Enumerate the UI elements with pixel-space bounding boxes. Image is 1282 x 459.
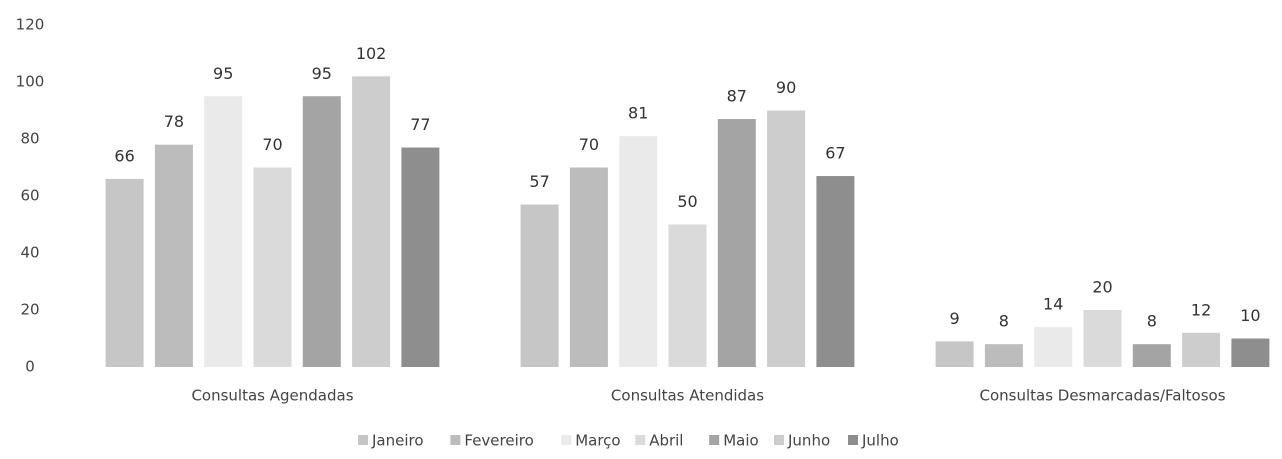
data-label: 66 <box>114 146 134 165</box>
y-tick-label: 60 <box>20 187 39 205</box>
legend-swatch <box>450 435 461 445</box>
data-label: 10 <box>1240 306 1260 325</box>
bar <box>302 96 341 367</box>
bar <box>1083 310 1122 367</box>
bar <box>1182 332 1221 367</box>
bar <box>569 167 608 367</box>
data-label: 12 <box>1191 300 1211 319</box>
bar <box>154 144 193 367</box>
x-tick-label: Consultas Desmarcadas/Faltosos <box>979 387 1225 405</box>
bar <box>352 76 391 368</box>
bar <box>1034 327 1073 367</box>
data-label: 81 <box>628 104 648 123</box>
legend-swatch <box>635 435 646 445</box>
bar <box>619 136 658 367</box>
legend-label: Fevereiro <box>464 432 533 450</box>
y-tick-label: 120 <box>16 16 45 34</box>
bar <box>984 344 1023 367</box>
legend-swatch <box>848 435 858 445</box>
bar <box>668 224 707 367</box>
data-label: 78 <box>164 112 184 131</box>
legend-swatch <box>709 435 720 445</box>
bar <box>253 167 292 367</box>
x-tick-label: Consultas Agendadas <box>191 387 353 405</box>
legend-swatch <box>561 435 572 445</box>
data-label: 14 <box>1043 295 1063 314</box>
data-label: 50 <box>677 192 697 211</box>
bar <box>717 119 756 367</box>
y-tick-label: 100 <box>16 73 45 91</box>
data-label: 20 <box>1092 278 1112 297</box>
data-label: 57 <box>529 172 549 191</box>
legend-swatch <box>358 435 368 445</box>
data-label: 95 <box>312 64 332 83</box>
x-tick-label: Consultas Atendidas <box>611 387 764 405</box>
legend-label: Abril <box>649 432 683 450</box>
data-label: 70 <box>579 135 599 154</box>
legend-label: Julho <box>861 432 899 450</box>
bar <box>935 341 974 367</box>
legend-label: Junho <box>787 432 830 450</box>
data-label: 9 <box>950 309 960 328</box>
data-label: 8 <box>1147 312 1157 331</box>
bar <box>1132 344 1171 367</box>
data-label: 77 <box>410 115 430 134</box>
bar <box>401 147 440 367</box>
legend-label: Janeiro <box>371 432 424 450</box>
y-tick-label: 40 <box>20 244 39 262</box>
data-label: 8 <box>999 312 1009 331</box>
legend-label: Março <box>575 432 620 450</box>
bar <box>1231 338 1270 367</box>
y-tick-label: 20 <box>20 301 39 319</box>
bar <box>520 204 559 367</box>
data-label: 90 <box>776 78 796 97</box>
y-tick-label: 80 <box>20 130 39 148</box>
legend-swatch <box>774 435 784 445</box>
data-label: 70 <box>262 135 282 154</box>
bar <box>816 176 855 367</box>
data-label: 95 <box>213 64 233 83</box>
data-label: 102 <box>356 44 387 63</box>
data-label: 67 <box>825 144 845 163</box>
bar <box>204 96 243 367</box>
bar <box>767 110 806 367</box>
data-label: 87 <box>727 87 747 106</box>
bar <box>105 178 144 367</box>
legend-label: Maio <box>723 432 758 450</box>
y-tick-label: 0 <box>25 358 35 376</box>
